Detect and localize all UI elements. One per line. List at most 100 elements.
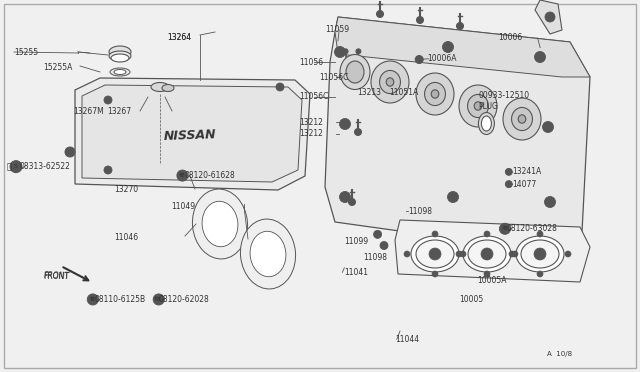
Text: 10005A: 10005A [477, 276, 506, 285]
Text: 13212: 13212 [300, 129, 323, 138]
Text: 10005: 10005 [460, 295, 484, 304]
Text: 15255A: 15255A [44, 63, 73, 72]
Ellipse shape [411, 236, 459, 272]
Circle shape [337, 49, 343, 55]
Polygon shape [395, 220, 590, 282]
Ellipse shape [151, 83, 169, 92]
Circle shape [537, 271, 543, 277]
Text: NISSAN: NISSAN [163, 129, 216, 144]
Text: 13267M: 13267M [74, 107, 104, 116]
Text: 11098: 11098 [364, 253, 388, 262]
Ellipse shape [340, 55, 370, 90]
Ellipse shape [380, 70, 401, 93]
Ellipse shape [459, 85, 497, 127]
Text: FRONT: FRONT [44, 272, 70, 280]
Text: 13241A: 13241A [512, 167, 541, 176]
Circle shape [512, 251, 518, 257]
Circle shape [417, 16, 424, 23]
Ellipse shape [516, 236, 564, 272]
Ellipse shape [479, 112, 495, 135]
Text: ®: ® [177, 173, 184, 178]
Circle shape [104, 96, 112, 104]
Ellipse shape [481, 116, 492, 131]
Circle shape [355, 128, 362, 135]
Ellipse shape [424, 83, 445, 106]
Circle shape [442, 42, 454, 52]
Circle shape [545, 124, 551, 130]
Ellipse shape [386, 78, 394, 86]
Text: 08120-62028: 08120-62028 [159, 295, 209, 304]
Circle shape [534, 248, 546, 260]
Polygon shape [75, 78, 310, 190]
Circle shape [177, 170, 188, 181]
Circle shape [432, 231, 438, 237]
Text: 11056: 11056 [300, 58, 324, 67]
Circle shape [335, 46, 346, 58]
Text: 10006A: 10006A [428, 54, 457, 63]
Circle shape [506, 169, 512, 175]
Text: 08120-61628: 08120-61628 [184, 171, 235, 180]
Ellipse shape [109, 51, 131, 61]
Circle shape [450, 194, 456, 200]
Circle shape [565, 251, 571, 257]
Ellipse shape [521, 240, 559, 268]
Circle shape [545, 196, 556, 208]
Text: 11051A: 11051A [389, 88, 419, 97]
Ellipse shape [503, 98, 541, 140]
Circle shape [481, 248, 493, 260]
Text: B: B [91, 297, 95, 302]
Text: 08120-63028: 08120-63028 [507, 224, 557, 233]
Circle shape [339, 192, 351, 202]
Circle shape [506, 181, 512, 187]
Circle shape [445, 44, 451, 50]
Circle shape [339, 119, 351, 129]
Circle shape [342, 194, 348, 200]
Text: 11041: 11041 [344, 268, 369, 277]
Text: S: S [14, 164, 18, 169]
Polygon shape [535, 0, 562, 34]
Polygon shape [325, 17, 590, 252]
Polygon shape [335, 17, 590, 77]
Text: B: B [180, 173, 184, 178]
Ellipse shape [463, 236, 511, 272]
Text: 08313-62522: 08313-62522 [19, 162, 70, 171]
Text: 00933-12510: 00933-12510 [479, 92, 530, 100]
Circle shape [432, 271, 438, 277]
Circle shape [509, 251, 515, 257]
Circle shape [534, 51, 545, 62]
Ellipse shape [241, 219, 296, 289]
Circle shape [537, 54, 543, 60]
Text: ®: ® [88, 297, 94, 302]
Text: 13270: 13270 [114, 185, 138, 194]
Circle shape [429, 248, 441, 260]
Ellipse shape [111, 54, 129, 62]
Circle shape [276, 83, 284, 91]
Ellipse shape [202, 201, 238, 247]
Circle shape [447, 192, 458, 202]
Circle shape [153, 294, 164, 305]
Ellipse shape [109, 46, 131, 58]
Circle shape [380, 241, 388, 250]
Circle shape [460, 251, 466, 257]
Text: Ⓢ: Ⓢ [6, 162, 12, 171]
Circle shape [545, 12, 555, 22]
Text: 11056C: 11056C [319, 73, 348, 82]
Text: 11049: 11049 [172, 202, 196, 211]
Ellipse shape [416, 240, 454, 268]
Ellipse shape [511, 108, 532, 131]
Ellipse shape [416, 73, 454, 115]
Circle shape [104, 166, 112, 174]
Text: 11099: 11099 [344, 237, 369, 246]
Circle shape [499, 223, 511, 234]
Text: 15255: 15255 [14, 48, 38, 57]
Text: 11056C: 11056C [300, 92, 329, 101]
Text: 08110-6125B: 08110-6125B [95, 295, 146, 304]
Ellipse shape [162, 84, 174, 92]
Text: 14077: 14077 [512, 180, 536, 189]
Circle shape [343, 49, 348, 54]
Ellipse shape [250, 231, 286, 277]
Text: 10006: 10006 [498, 33, 522, 42]
Circle shape [456, 22, 463, 29]
Circle shape [543, 122, 554, 132]
Circle shape [484, 231, 490, 237]
